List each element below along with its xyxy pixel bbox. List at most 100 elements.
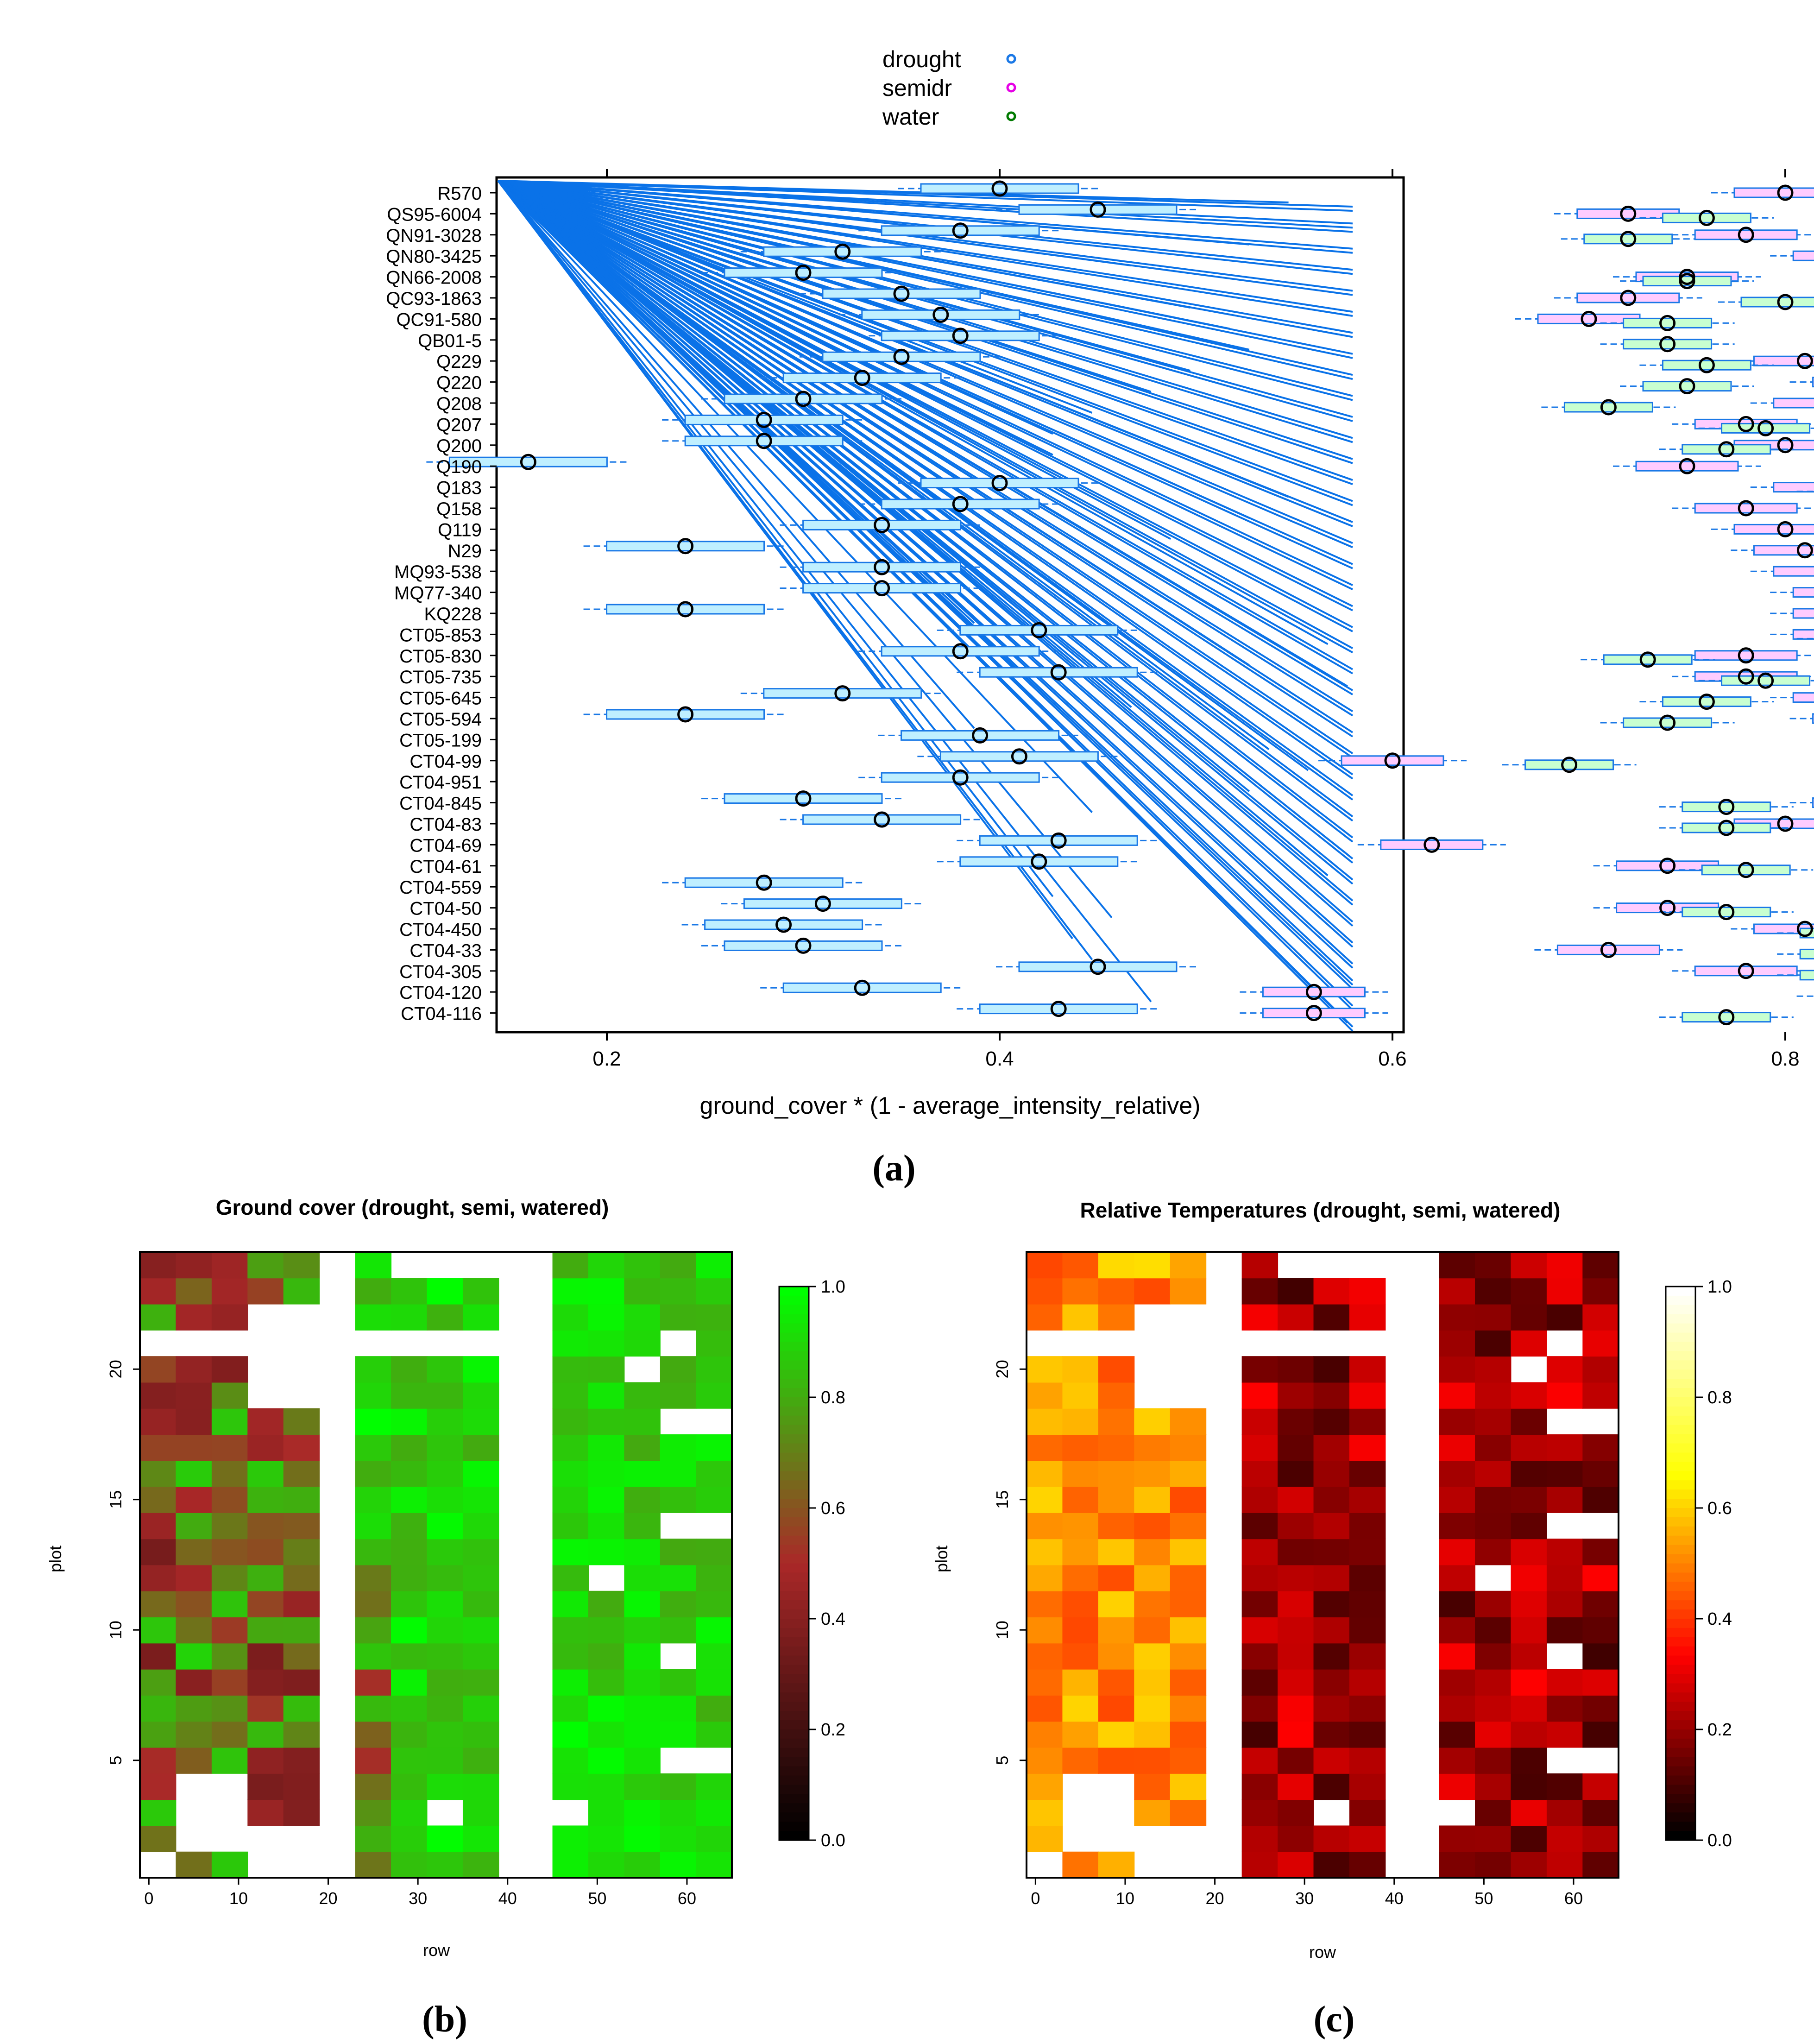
heat-cell (140, 1799, 176, 1826)
median-water (1639, 651, 1656, 668)
heat-cell (1349, 1721, 1386, 1748)
x-tick-label: 10 (229, 1889, 248, 1908)
colorbar-segment (1666, 1628, 1695, 1638)
heat-cell (391, 1539, 428, 1565)
colorbar-segment (779, 1471, 809, 1481)
heat-cell (1062, 1565, 1099, 1591)
whisker-line (498, 180, 1353, 254)
colorbar-segment (1666, 1462, 1695, 1472)
box-water (1701, 864, 1791, 876)
heat-cell (624, 1382, 661, 1409)
colorbar-segment (779, 1480, 809, 1490)
heat-cell (1439, 1304, 1475, 1331)
median-water (1777, 294, 1794, 310)
y-tick-label: 20 (106, 1360, 125, 1378)
heat-cell (140, 1434, 176, 1461)
colorbar-segment (1666, 1287, 1695, 1296)
median-semidr (1777, 184, 1794, 201)
heat-cell (624, 1434, 661, 1461)
heat-cell (1546, 1460, 1583, 1487)
colorbar-segment (779, 1295, 809, 1306)
box-semidr (1576, 292, 1680, 303)
heat-cell (1313, 1408, 1350, 1435)
heat-cell (176, 1408, 212, 1435)
heat-cell (211, 1278, 248, 1305)
category-label: QN91-3028 (386, 226, 482, 246)
heat-cell (1027, 1773, 1063, 1800)
box-drought (861, 309, 1020, 320)
heat-cell (211, 1851, 248, 1878)
box-semidr (1773, 482, 1814, 493)
heat-cell (355, 1799, 392, 1826)
heat-cell (1098, 1304, 1135, 1331)
heat-cell (552, 1512, 589, 1539)
heat-cell (1134, 1643, 1171, 1670)
heat-cell (355, 1539, 392, 1565)
box-drought (606, 541, 765, 552)
category-labels: R570QS95-6004QN91-3028QN80-3425QN66-2008… (386, 183, 497, 1024)
colorbar-segment (779, 1379, 809, 1389)
heat-cell (1027, 1512, 1063, 1539)
heat-cell (1098, 1590, 1135, 1618)
category-label: Q208 (436, 394, 482, 414)
heat-cell (427, 1512, 463, 1539)
heat-cell (1134, 1747, 1171, 1774)
heat-cell (1439, 1590, 1475, 1618)
median-drought (952, 769, 969, 786)
median-drought (677, 706, 694, 723)
heat-cell (1582, 1356, 1619, 1383)
box-semidr (1812, 377, 1814, 388)
heat-cell (1098, 1721, 1135, 1748)
heat-cell (1062, 1695, 1099, 1722)
colorbar: 1.0 0.8 0.6 0.4 0.2 0.0 (778, 1277, 845, 1850)
colorbar: 1.0 0.8 0.6 0.4 0.2 0.0 (1665, 1277, 1732, 1850)
x-axis-title-b: row (423, 1941, 450, 1960)
colorbar-segment (1666, 1711, 1695, 1721)
heat-cell (462, 1356, 499, 1383)
heat-cell (1278, 1773, 1314, 1800)
heat-cell (624, 1721, 661, 1748)
heat-cell (1170, 1434, 1207, 1461)
heat-cell (1241, 1721, 1279, 1748)
heat-cell (176, 1512, 212, 1539)
heat-cell (1349, 1669, 1386, 1696)
heat-cell (391, 1590, 428, 1618)
heat-cell (660, 1695, 697, 1722)
heat-cell (140, 1512, 176, 1539)
box-water (1583, 233, 1673, 245)
category-label: Q190 (436, 457, 482, 477)
heat-cell (1278, 1278, 1314, 1305)
colorbar-segment (779, 1794, 809, 1804)
category-label: Q119 (438, 520, 482, 540)
category-label: Q207 (436, 415, 482, 435)
box-drought (959, 856, 1119, 867)
heat-cell (1062, 1512, 1099, 1539)
heat-cell (1546, 1304, 1583, 1331)
heat-cell (1098, 1565, 1135, 1591)
heat-cell (176, 1851, 212, 1878)
heat-cell (462, 1278, 499, 1305)
heat-cell (355, 1278, 392, 1305)
x-tick-label: 60 (1564, 1889, 1583, 1908)
panel-a-boxplot: drought semidr water R570QS95-6004QN91-302… (386, 46, 1814, 1189)
heat-cell (1134, 1617, 1171, 1644)
heat-cell (462, 1799, 499, 1826)
heat-cell (391, 1643, 428, 1670)
colorbar-segment (779, 1729, 809, 1739)
heat-cell (1098, 1278, 1135, 1305)
box-semidr (1694, 965, 1798, 977)
heat-cell (552, 1669, 589, 1696)
heat-cell (391, 1695, 428, 1722)
category-label: CT04-61 (409, 857, 482, 877)
heat-cell (1582, 1669, 1619, 1696)
heat-cell (462, 1382, 499, 1409)
heat-cell (696, 1252, 732, 1279)
median-water (1718, 1009, 1735, 1026)
heat-cell (1241, 1799, 1279, 1826)
box-drought (704, 919, 863, 930)
colorbar-segment (1666, 1619, 1695, 1628)
heat-cell (462, 1434, 499, 1461)
heat-cell (355, 1512, 392, 1539)
heat-cell (427, 1356, 463, 1383)
heat-cell (624, 1512, 661, 1539)
